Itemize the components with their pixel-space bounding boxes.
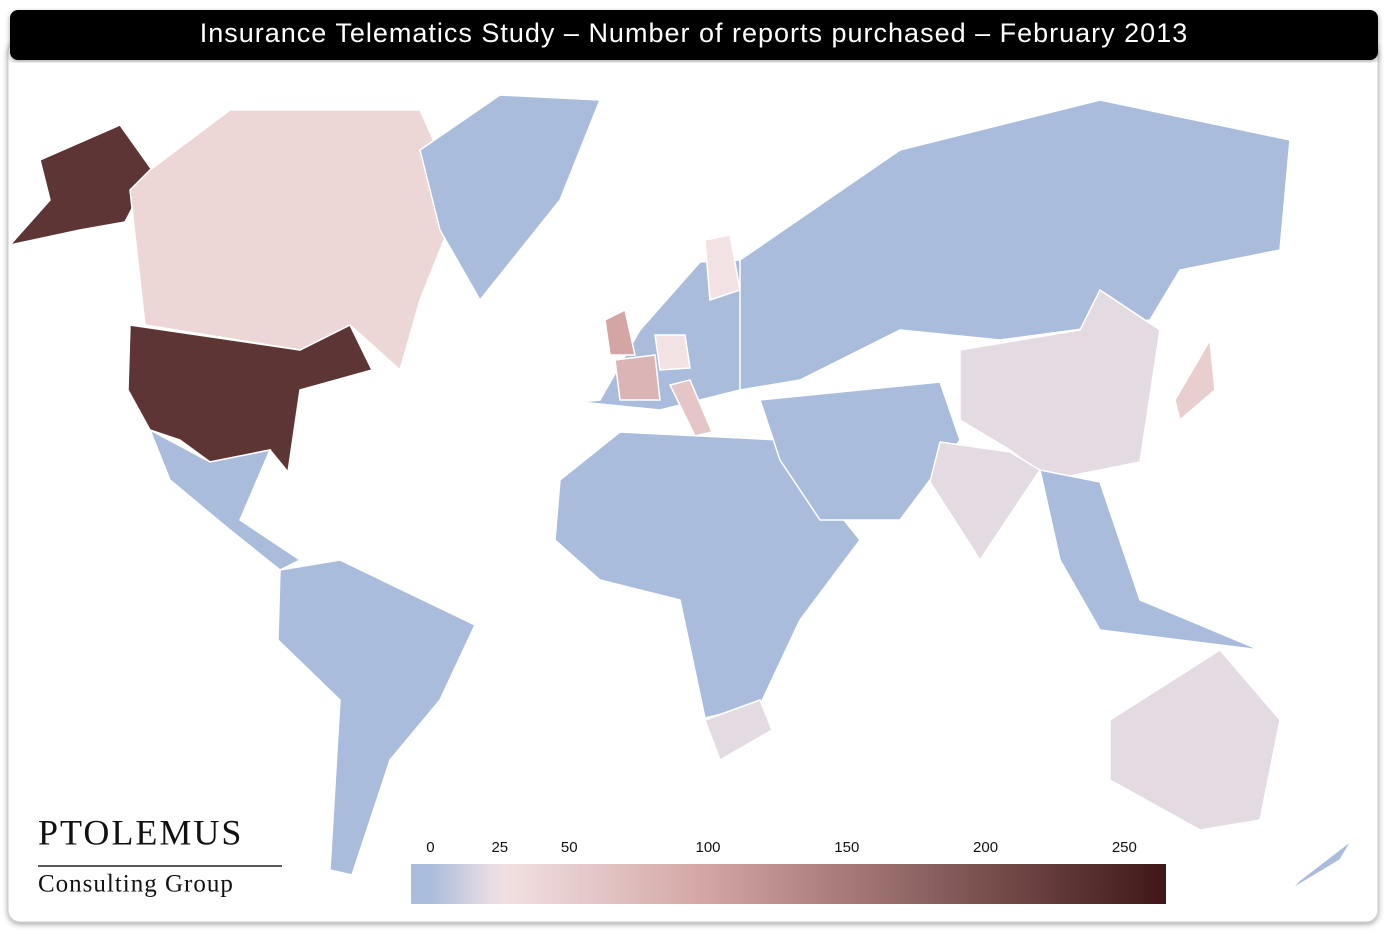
region [1039,469,1261,651]
title: Insurance Telematics Study – Number of r… [200,18,1188,48]
colorbar-tick-label: 25 [491,839,508,856]
region [129,109,461,372]
colorbar-tick-label: 150 [834,839,859,856]
region [604,308,636,356]
region [654,334,691,371]
colorbar [411,864,1166,904]
logo-tagline: Consulting Group [38,871,234,898]
region [277,559,476,876]
colorbar-tick-label: 0 [426,839,434,856]
region [614,354,661,401]
region [419,94,602,302]
region [668,379,714,437]
colorbar-tick-label: 50 [561,839,578,856]
region [1289,839,1353,891]
logo-name: PTOLEMUS [38,812,243,852]
title-bar [10,10,1378,60]
region [959,288,1161,481]
colorbar-tick-label: 250 [1112,839,1137,856]
region [929,441,1042,562]
region [148,428,302,571]
colorbar-tick-label: 200 [973,839,998,856]
map [7,94,1353,891]
region [1174,337,1216,422]
region [1109,649,1281,831]
region [704,699,773,762]
colorbar-tick-label: 100 [695,839,720,856]
region [758,381,961,521]
region [739,99,1291,391]
